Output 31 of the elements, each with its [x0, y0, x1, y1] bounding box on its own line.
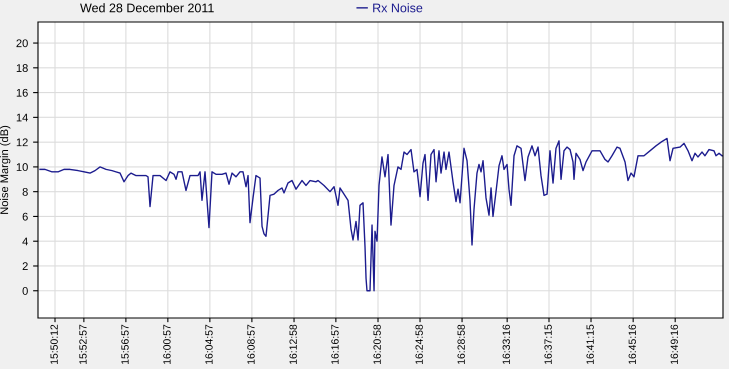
x-tick-label: 16:49:16: [670, 324, 678, 364]
x-tick-label: 16:41:15: [586, 324, 594, 364]
y-tick-label: 10: [16, 163, 28, 172]
y-tick-label: 2: [22, 262, 28, 270]
y-tick-label: 6: [22, 212, 28, 221]
y-tick-label: 0: [22, 287, 28, 295]
y-tick-label: 8: [22, 188, 28, 196]
x-tick-label: 16:00:57: [163, 324, 171, 364]
y-tick-label: 14: [16, 114, 28, 122]
y-axis-title: Noise Margin (dB): [0, 126, 10, 214]
x-tick-label: 16:28:58: [457, 324, 465, 364]
legend-label: Rx Noise: [373, 3, 422, 12]
y-tick-label: 12: [16, 138, 28, 146]
y-tick-label: 18: [16, 64, 28, 72]
x-tick-label: 16:24:58: [415, 324, 423, 364]
x-tick-label: 16:04:57: [205, 324, 213, 364]
x-tick-label: 16:08:57: [247, 324, 255, 364]
x-tick-label: 16:33:16: [502, 324, 510, 364]
x-tick-label: 15:56:57: [121, 324, 129, 364]
x-tick-label: 16:16:57: [331, 324, 339, 364]
x-tick-label: 15:50:12: [50, 324, 58, 364]
y-tick-label: 16: [16, 88, 28, 97]
x-tick-label: 15:52:57: [79, 324, 87, 364]
y-tick-label: 4: [22, 238, 28, 246]
x-tick-label: 16:45:16: [628, 324, 636, 364]
chart-title: Wed 28 December 2011: [80, 3, 214, 12]
y-tick-label: 20: [16, 39, 28, 48]
x-tick-label: 16:12:58: [289, 324, 297, 364]
x-tick-label: 16:37:15: [544, 324, 552, 364]
x-tick-label: 16:20:58: [373, 324, 381, 364]
line-series: [39, 138, 723, 292]
